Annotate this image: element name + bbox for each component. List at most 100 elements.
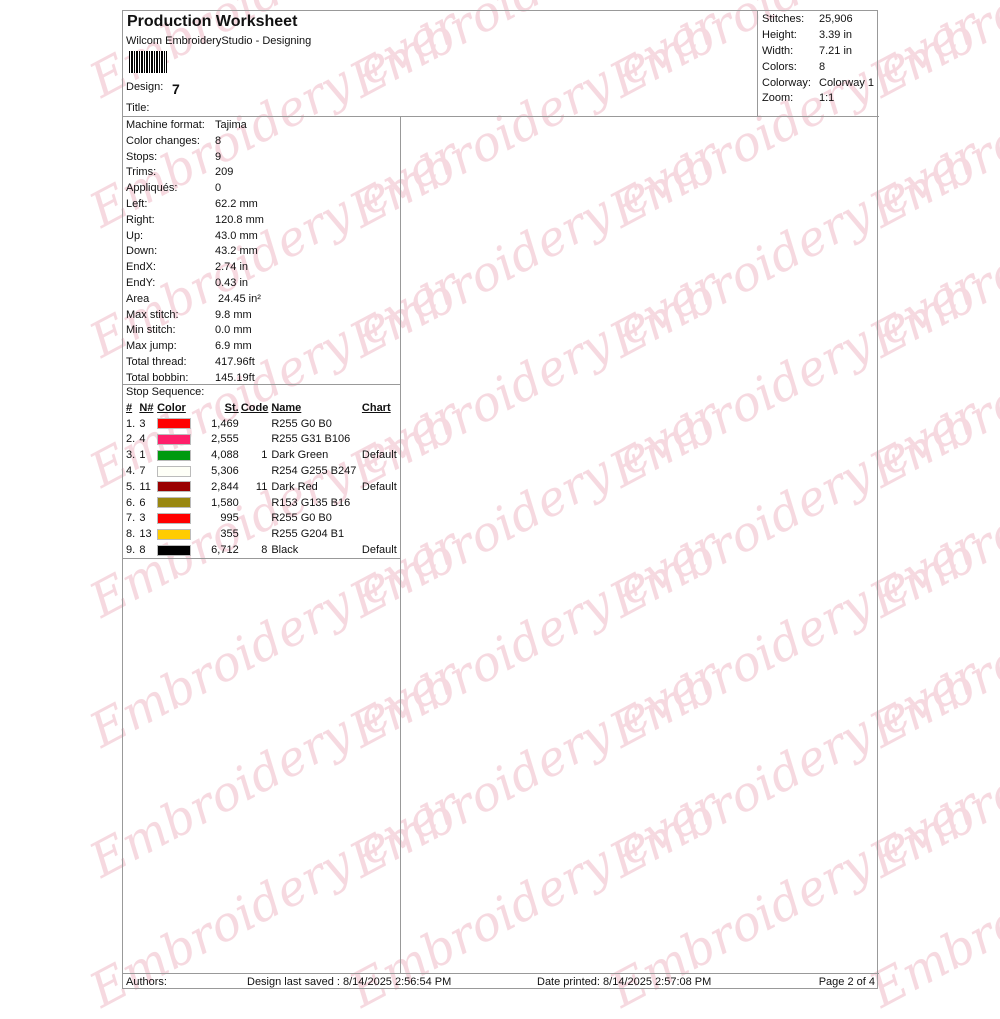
spec-value: 417.96ft — [215, 355, 255, 368]
spec-label: Total thread: — [126, 355, 187, 368]
stat-value: 3.39 in — [819, 28, 853, 41]
spec-label: Up: — [126, 229, 144, 242]
stitch-count: 1,469 — [211, 417, 239, 430]
color-cell — [157, 526, 201, 542]
table-row: 1. 3 1,469 R255 G0 B0 — [126, 416, 400, 432]
worksheet-page: Production Worksheet Wilcom EmbroiderySt… — [122, 10, 879, 989]
watermark-text: Embroidery ever — [860, 777, 1000, 1019]
spec-label: Stops: — [126, 150, 158, 163]
spec-row: Right: 120.8 mm — [126, 213, 400, 229]
footer: Authors: Design last saved : 8/14/2025 2… — [123, 973, 879, 989]
spec-row: Area 24.45 in² — [126, 292, 400, 308]
spec-value: 24.45 in² — [215, 292, 261, 305]
stop-index: 6. — [126, 496, 136, 509]
stat-label: Stitches: — [762, 13, 805, 25]
spec-value: 62.2 mm — [215, 197, 258, 210]
thread-code: 8 — [261, 544, 268, 557]
thread-code — [239, 463, 272, 479]
column-header: N# — [139, 401, 154, 414]
spec-value: 0.43 in — [215, 276, 249, 289]
stat-row: Height: 3.39 in — [762, 28, 878, 44]
color-cell — [157, 479, 201, 495]
spec-label: Color changes: — [126, 134, 200, 147]
spec-value: 43.0 mm — [215, 229, 258, 242]
table-row: 3. 1 4,088 1 Dark Green Default — [126, 447, 400, 463]
needle-number: 13 — [139, 528, 152, 541]
title-label: Title: — [126, 102, 150, 114]
spec-label: Right: — [126, 213, 155, 226]
spec-value: 9.8 mm — [215, 308, 252, 321]
color-cell — [157, 511, 201, 527]
spec-row: Max stitch: 9.8 mm — [126, 308, 400, 324]
color-swatch — [157, 497, 192, 509]
stat-row: Width: 7.21 in — [762, 44, 878, 60]
watermark-text: Embroidery ever — [860, 0, 1000, 239]
stat-row: Colors: 8 — [762, 60, 878, 76]
table-row: 5. 11 2,844 11 Dark Red Default — [126, 479, 400, 495]
stat-value: 7.21 in — [819, 44, 853, 57]
color-cell — [157, 416, 201, 432]
stitch-count: 4,088 — [211, 449, 239, 462]
date-printed: Date printed: 8/14/2025 2:57:08 PM — [537, 976, 712, 988]
spec-row: Machine format: Tajima — [126, 118, 400, 134]
stop-index: 1. — [126, 417, 136, 430]
spec-label: EndY: — [126, 276, 156, 289]
thread-name: R255 G0 B0 — [271, 417, 332, 430]
design-label: Design: — [126, 81, 164, 93]
color-cell — [157, 432, 201, 448]
table-row: 8. 13 355 R255 G204 B1 — [126, 526, 400, 542]
color-swatch — [157, 434, 192, 446]
stitch-count: 5,306 — [211, 465, 239, 478]
thread-chart — [362, 416, 400, 432]
thread-code: 11 — [255, 480, 268, 493]
spec-row: Up: 43.0 mm — [126, 229, 400, 245]
thread-chart: Default — [361, 449, 397, 462]
stat-value: 1:1 — [819, 92, 835, 105]
spec-value: 0 — [215, 182, 222, 195]
needle-number: 6 — [139, 496, 146, 509]
page-title: Production Worksheet — [127, 13, 298, 30]
left-panel: Machine format: Tajima Color changes: 8 Stop… — [123, 117, 401, 973]
color-cell — [157, 542, 201, 558]
stop-sequence-caption: Stop Sequence: — [126, 386, 205, 398]
thread-name: Dark Green — [271, 449, 329, 462]
thread-name: R254 G255 B247 — [271, 465, 357, 478]
thread-code — [239, 526, 272, 542]
stat-label: Zoom: — [762, 92, 794, 105]
spec-row: Trims: 209 — [126, 165, 400, 181]
spec-label: Max jump: — [126, 340, 177, 353]
stop-index: 9. — [126, 544, 136, 557]
stitch-count: 2,555 — [211, 433, 239, 446]
needle-number: 3 — [139, 512, 146, 525]
thread-name: Black — [271, 544, 299, 557]
spec-label: Total bobbin: — [126, 371, 189, 384]
color-swatch — [157, 528, 192, 540]
spec-row: Total bobbin: 145.19ft — [126, 371, 400, 387]
needle-number: 7 — [139, 465, 146, 478]
thread-chart: Default — [361, 480, 397, 493]
color-swatch — [157, 449, 192, 461]
subtitle: Wilcom EmbroideryStudio - Designing — [126, 35, 312, 47]
spec-value: 2.74 in — [215, 261, 249, 274]
stitch-count: 995 — [220, 512, 239, 525]
table-row: 9. 8 6,712 8 Black Default — [126, 542, 400, 558]
spec-value: Tajima — [215, 119, 247, 131]
stitch-count: 355 — [220, 528, 239, 541]
stat-row: Colorway: Colorway 1 — [762, 76, 878, 92]
column-header: Code — [240, 401, 269, 414]
spec-value: 0.0 mm — [215, 324, 252, 337]
thread-chart — [362, 526, 400, 542]
spec-label: Trims: — [126, 166, 157, 179]
stop-index: 4. — [126, 465, 136, 478]
stop-sequence-table: # N# Color St. Code Name Chart 1. 3 1,469 R255 G0… — [126, 400, 400, 558]
stat-label: Colors: — [762, 60, 797, 73]
thread-code: 1 — [261, 449, 268, 462]
spec-row: Max jump: 6.9 mm — [126, 339, 400, 355]
thread-code — [239, 495, 272, 511]
column-header: Color — [157, 401, 186, 414]
stop-sequence: Stop Sequence: # N# Color St. Code Name Chart … — [123, 385, 400, 559]
watermark-text: Embroidery ever — [861, 0, 1000, 109]
watermark-text: Embroidery ever — [860, 127, 1000, 369]
design-stats: Stitches: 25,906 Height: 3.39 in Width: 7.21 … — [757, 11, 878, 117]
spec-value: 209 — [215, 166, 234, 179]
